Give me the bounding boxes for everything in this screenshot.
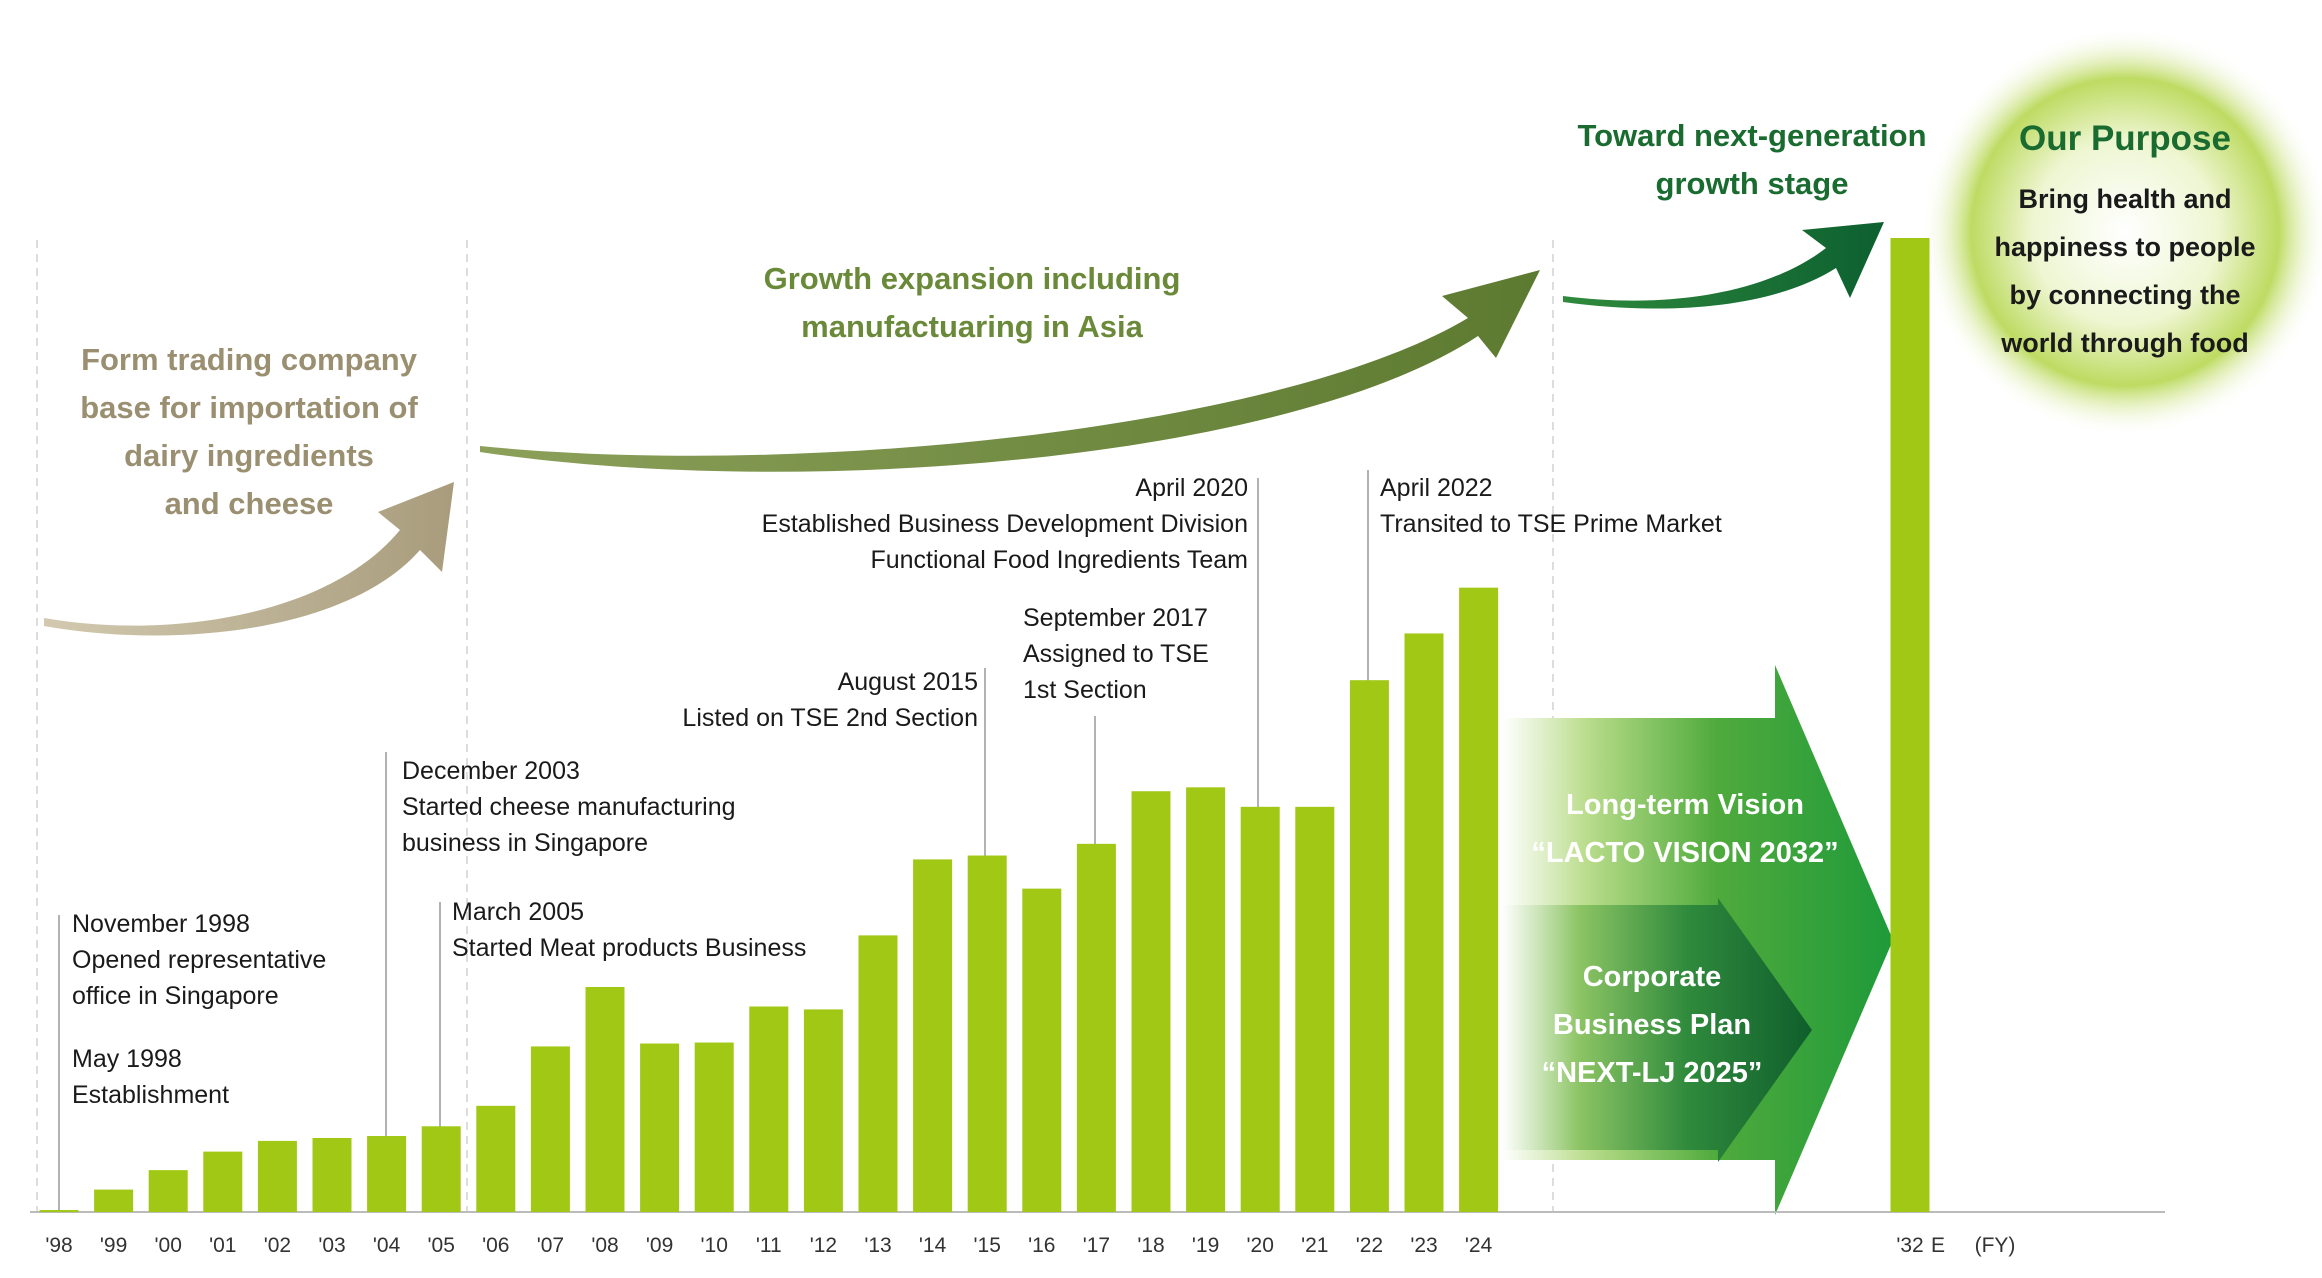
- stage-heading-3: Toward next-generation growth stage: [1577, 118, 1926, 201]
- milestone-annotation: September 2017 Assigned to TSE 1st Section: [1023, 604, 1209, 704]
- milestone-annotation: April 2022 Transited to TSE Prime Market: [1380, 474, 1722, 538]
- stage-heading-1: Form trading company base for importation…: [80, 342, 418, 521]
- x-tick-label: '12: [810, 1234, 837, 1257]
- x-tick-label: '04: [373, 1234, 401, 1257]
- bar-fy19: [1186, 787, 1226, 1212]
- bar-fy10: [694, 1042, 734, 1212]
- x-tick-label: '10: [701, 1234, 728, 1257]
- x-tick-label: '00: [155, 1234, 182, 1257]
- bar-fy98: [39, 1210, 79, 1213]
- milestone-annotation: December 2003 Started cheese manufacturin…: [402, 757, 736, 857]
- bar-fy99: [94, 1189, 134, 1212]
- x-tick-label: '01: [209, 1234, 236, 1257]
- bar-fy23: [1404, 633, 1444, 1212]
- bar-fy09: [640, 1043, 680, 1212]
- x-tick-label: '24: [1465, 1234, 1493, 1257]
- stage-headings: Form trading company base for importation…: [80, 118, 2255, 521]
- bar-fy17: [1076, 843, 1116, 1212]
- purpose-title: Our Purpose: [2019, 119, 2231, 158]
- x-tick-label: '02: [264, 1234, 291, 1257]
- milestone-annotation: April 2020 Established Business Developme…: [762, 474, 1248, 574]
- plan-labels: Long-term Vision “LACTO VISION 2032” Corpo…: [1531, 789, 1838, 1089]
- plan-arrow: [1502, 898, 1812, 1162]
- x-tick-label: '11: [756, 1234, 782, 1257]
- growth-arrow-stage2: [480, 270, 1540, 472]
- purpose-glow: [1920, 27, 2322, 437]
- milestone-leaders: [58, 470, 1369, 1212]
- x-tick-label: '13: [864, 1234, 891, 1257]
- x-tick-label: '22: [1356, 1234, 1383, 1257]
- bar-fy22: [1349, 680, 1389, 1212]
- bar-fy24: [1459, 587, 1499, 1212]
- bar-fy21: [1295, 806, 1335, 1212]
- x-unit-label: (FY): [1975, 1234, 2016, 1257]
- x-tick-label: '32: [1896, 1234, 1923, 1257]
- bar-fy18: [1131, 791, 1171, 1212]
- x-tick-label: '19: [1192, 1234, 1219, 1257]
- bar-fy20: [1240, 806, 1280, 1212]
- long-term-vision-label: Long-term Vision “LACTO VISION 2032”: [1531, 789, 1838, 869]
- x-tick-label: '98: [45, 1234, 72, 1257]
- bar-series: [39, 238, 1930, 1213]
- bar-fy05: [421, 1126, 461, 1212]
- x-tick-label: '09: [646, 1234, 673, 1257]
- bar-fy15: [967, 855, 1007, 1212]
- bar-fy06: [476, 1105, 516, 1212]
- x-tick-labels: '98 '99 '00 '01 '02 '03 '04 '05 '06 '07 '08 '09 '10 '…: [45, 1234, 2015, 1257]
- purpose-statement: Bring health and happiness to people by co…: [1994, 184, 2255, 358]
- bar-fy08: [585, 987, 625, 1212]
- milestone-annotation: August 2015 Listed on TSE 2nd Section: [682, 668, 978, 732]
- stage-heading-2: Growth expansion including manufactuaring…: [764, 261, 1181, 344]
- x-tick-label: '08: [591, 1234, 618, 1257]
- x-tick-label: '15: [974, 1234, 1001, 1257]
- growth-arrow-stage1: [44, 482, 454, 636]
- estimate-marker: E: [1931, 1234, 1945, 1257]
- bar-fy07: [530, 1046, 570, 1212]
- milestone-annotation: November 1998 Opened representative office…: [72, 910, 326, 1010]
- x-tick-label: '23: [1410, 1234, 1437, 1257]
- x-tick-label: '16: [1028, 1234, 1055, 1257]
- x-tick-label: '06: [482, 1234, 509, 1257]
- x-tick-label: '03: [318, 1234, 345, 1257]
- bar-fy02: [257, 1140, 297, 1212]
- bar-fy01: [203, 1151, 243, 1212]
- growth-arrow-stage3: [1563, 222, 1884, 309]
- bar-fy32: [1890, 238, 1930, 1212]
- bar-fy00: [148, 1170, 188, 1212]
- x-tick-label: '99: [100, 1234, 127, 1257]
- bar-fy12: [803, 1009, 843, 1212]
- x-tick-label: '20: [1247, 1234, 1274, 1257]
- bar-fy11: [749, 1006, 789, 1212]
- x-tick-label: '21: [1301, 1234, 1328, 1257]
- milestone-annotation: May 1998 Establishment: [72, 1045, 229, 1109]
- x-tick-label: '05: [428, 1234, 455, 1257]
- x-tick-label: '07: [537, 1234, 564, 1257]
- bar-fy03: [312, 1137, 352, 1212]
- x-tick-label: '18: [1137, 1234, 1164, 1257]
- bar-fy16: [1022, 888, 1062, 1212]
- milestone-annotations: May 1998 Establishment November 1998 Opened…: [72, 474, 1722, 1109]
- bar-fy13: [858, 935, 898, 1212]
- business-plan-label: Corporate Business Plan “NEXT-LJ 2025”: [1542, 961, 1763, 1089]
- bar-fy04: [367, 1136, 407, 1212]
- milestone-annotation: March 2005 Started Meat products Business: [452, 898, 806, 962]
- x-tick-label: '17: [1083, 1234, 1110, 1257]
- x-tick-label: '14: [919, 1234, 947, 1257]
- bar-fy14: [913, 859, 953, 1212]
